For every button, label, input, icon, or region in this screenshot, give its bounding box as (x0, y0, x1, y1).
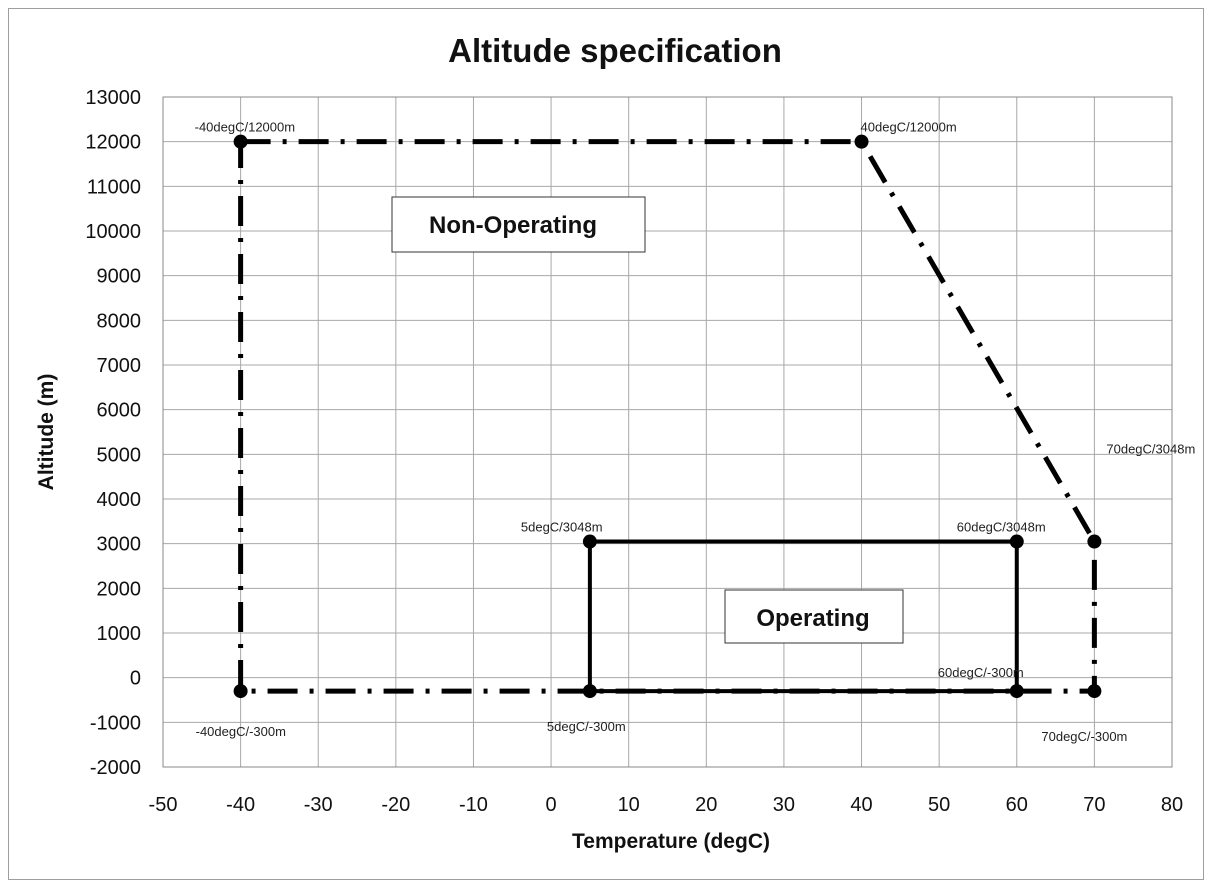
x-tick-label: 40 (850, 794, 872, 816)
y-tick-label: 12000 (85, 132, 141, 154)
series-line-non-operating (238, 139, 1097, 694)
point-label: 70degC/3048m (1106, 442, 1195, 457)
y-tick-label: 3000 (97, 534, 142, 556)
data-point (1087, 534, 1102, 549)
data-point (582, 534, 597, 549)
x-tick-label: -10 (459, 794, 488, 816)
y-tick-label: 13000 (85, 87, 141, 109)
y-axis-label: Altitude (m) (35, 374, 58, 491)
x-tick-label: 70 (1083, 794, 1105, 816)
y-tick-label: 4000 (97, 489, 142, 511)
point-label: -40degC/12000m (195, 120, 295, 135)
y-tick-label: -2000 (90, 757, 141, 779)
grid (162, 96, 1173, 768)
data-point (233, 134, 248, 149)
data-point (1009, 534, 1024, 549)
chart-title: Altitude specification (448, 32, 782, 69)
point-label: 60degC/3048m (957, 520, 1046, 535)
data-point (233, 684, 248, 699)
data-point (582, 684, 597, 699)
non-operating-label: Non-Operating (429, 212, 597, 239)
y-tick-label: 8000 (97, 310, 142, 332)
data-point (854, 134, 869, 149)
x-axis-label: Temperature (degC) (572, 830, 770, 853)
x-tick-labels: -50 -40 -30 -20 -10 0 10 20 30 40 50 60 70 80 (149, 794, 1184, 816)
y-tick-label: 5000 (97, 444, 142, 466)
y-tick-label: 1000 (97, 623, 142, 645)
y-tick-label: 2000 (97, 578, 142, 600)
x-tick-label: 20 (695, 794, 717, 816)
x-tick-label: 0 (546, 794, 557, 816)
point-label: 60degC/-300m (938, 665, 1024, 680)
y-tick-labels: -2000 -1000 0 1000 2000 3000 4000 5000 6000 7000 8… (85, 87, 141, 779)
operating-box: Operating (724, 589, 904, 644)
chart-frame (8, 8, 1204, 880)
x-tick-label: -30 (304, 794, 333, 816)
x-tick-label: -40 (226, 794, 255, 816)
data-points (233, 134, 1102, 699)
y-tick-label: 7000 (97, 355, 142, 377)
y-tick-label: 6000 (97, 400, 142, 422)
series-lines (238, 139, 1097, 694)
non-operating-box: Non-Operating (391, 196, 646, 253)
data-point (1009, 684, 1024, 699)
point-label: 5degC/3048m (521, 520, 603, 535)
x-tick-label: 60 (1006, 794, 1028, 816)
y-tick-label: 9000 (97, 266, 142, 288)
x-tick-label: -20 (381, 794, 410, 816)
x-tick-label: 50 (928, 794, 950, 816)
x-tick-label: 30 (773, 794, 795, 816)
operating-label: Operating (756, 605, 869, 632)
point-labels: -40degC/12000m 40degC/12000m 70degC/3048m 5… (195, 120, 1196, 744)
plot-area-border (162, 96, 1173, 768)
x-tick-label: -50 (149, 794, 178, 816)
y-tick-label: 11000 (87, 176, 141, 198)
point-label: 70degC/-300m (1041, 729, 1127, 744)
y-tick-label: 10000 (85, 221, 141, 243)
y-tick-label: -1000 (90, 712, 141, 734)
point-label: 5degC/-300m (547, 719, 626, 734)
x-tick-label: 10 (618, 794, 640, 816)
point-label: -40degC/-300m (196, 724, 286, 739)
data-point (1087, 684, 1102, 699)
y-tick-label: 0 (130, 668, 141, 690)
point-label: 40degC/12000m (861, 120, 957, 135)
x-tick-label: 80 (1161, 794, 1183, 816)
